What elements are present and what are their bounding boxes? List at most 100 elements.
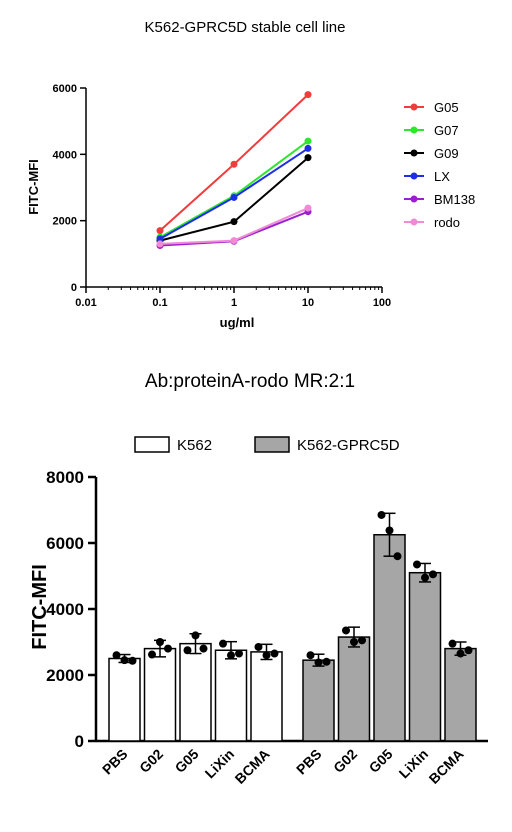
- bar-chart: Ab:proteinA-rodo MR:2:1 K562 K562-GPRC5D …: [29, 371, 488, 787]
- chart1-x-tick-label: 1: [231, 297, 237, 309]
- bar: [302, 659, 335, 742]
- bar: [408, 571, 442, 742]
- chart2-x-tick-label: G02: [136, 746, 166, 776]
- replicate-point: [199, 644, 208, 653]
- replicate-point: [456, 649, 465, 658]
- chart2-y-tick-label: 0: [75, 732, 84, 751]
- data-point: [230, 160, 238, 168]
- chart2-x-tick-label: PBS: [293, 746, 325, 778]
- replicate-point: [429, 570, 437, 579]
- data-point: [304, 204, 312, 212]
- chart2-x-tick-label: G05: [172, 746, 202, 776]
- replicate-point: [235, 649, 243, 658]
- legend-label: G09: [434, 146, 459, 161]
- chart2-x-tick-label: G05: [366, 746, 396, 776]
- chart2-y-tick-label: 4000: [46, 600, 84, 619]
- chart1-y-tick-label: 4000: [53, 149, 77, 161]
- chart1-y-tick-label: 0: [71, 282, 77, 294]
- legend-label: K562: [177, 437, 212, 454]
- replicate-point: [350, 638, 358, 646]
- chart1-x-axis-label: ug/ml: [220, 315, 255, 330]
- legend-swatch-marker: [410, 172, 418, 180]
- replicate-point: [148, 650, 156, 659]
- replicate-point: [156, 638, 164, 646]
- data-point: [230, 193, 238, 201]
- data-point: [304, 154, 312, 162]
- legend-swatch-marker: [410, 126, 418, 134]
- bar: [250, 651, 283, 742]
- bar: [444, 647, 477, 742]
- chart1-x-tick-label: 100: [373, 297, 391, 309]
- data-point: [230, 237, 238, 245]
- legend-swatch-marker: [410, 103, 418, 111]
- chart1-series-group: [156, 91, 312, 250]
- chart2-bars-group: [108, 510, 477, 742]
- chart1-legend: G05 G07 G09 LX BM138 rodo: [404, 100, 475, 230]
- data-point: [304, 144, 312, 152]
- chart1-title: K562-GPRC5D stable cell line: [145, 19, 346, 36]
- chart1-x-tick-label: 0.01: [75, 297, 96, 309]
- replicate-point: [112, 651, 121, 660]
- chart2-y-tick-label: 2000: [46, 666, 84, 685]
- replicate-point: [128, 656, 137, 665]
- bar: [214, 649, 248, 742]
- chart2-legend: K562 K562-GPRC5D: [134, 436, 400, 454]
- chart2-x-tick-label: BCMA: [426, 746, 467, 787]
- replicate-point: [322, 657, 331, 666]
- legend-label: BM138: [434, 192, 475, 207]
- replicate-point: [421, 573, 429, 582]
- chart2-y-tick-label: 6000: [46, 534, 84, 553]
- chart2-x-tick-label: BCMA: [232, 746, 273, 787]
- replicate-point: [464, 646, 473, 655]
- replicate-point: [314, 658, 323, 667]
- legend-label: LX: [434, 169, 450, 184]
- data-point: [156, 240, 164, 248]
- replicate-point: [270, 649, 279, 658]
- replicate-point: [358, 636, 366, 645]
- replicate-point: [262, 651, 271, 660]
- chart1-x-tick-label: 0.1: [152, 297, 167, 309]
- bar: [143, 647, 177, 742]
- line-chart: K562-GPRC5D stable cell line 0 2000 4000 60…: [26, 19, 475, 330]
- bar: [179, 642, 212, 742]
- legend-swatch-marker: [410, 218, 418, 226]
- replicate-point: [393, 552, 402, 561]
- chart2-x-tick-label: PBS: [99, 746, 131, 778]
- data-point: [156, 235, 164, 243]
- chart2-y-axis-label: FITC-MFI: [29, 564, 51, 650]
- replicate-point: [448, 639, 457, 648]
- replicate-point: [227, 651, 235, 660]
- replicate-point: [254, 642, 263, 651]
- legend-swatch: [254, 436, 290, 453]
- chart1-x-tick-label: 10: [302, 297, 314, 309]
- bar: [373, 534, 406, 742]
- legend-label: G05: [434, 100, 459, 115]
- chart1-y-axis-label: FITC-MFI: [26, 159, 41, 215]
- chart2-x-tick-label: G02: [330, 746, 360, 776]
- replicate-point: [183, 646, 192, 655]
- replicate-point: [385, 526, 394, 535]
- legend-swatch: [134, 436, 170, 453]
- replicate-point: [342, 626, 350, 635]
- data-point: [156, 227, 164, 235]
- legend-label: K562-GPRC5D: [297, 437, 400, 454]
- replicate-point: [413, 560, 421, 569]
- chart2-title: Ab:proteinA-rodo MR:2:1: [145, 371, 355, 392]
- replicate-point: [120, 656, 129, 665]
- chart1-y-tick-label: 6000: [53, 83, 77, 95]
- legend-swatch-marker: [410, 149, 418, 157]
- replicate-point: [306, 651, 315, 660]
- replicate-point: [191, 631, 200, 640]
- replicate-point: [164, 644, 172, 653]
- data-point: [230, 218, 238, 226]
- replicate-point: [377, 510, 386, 519]
- legend-label: G07: [434, 123, 459, 138]
- bar: [108, 657, 141, 742]
- bar: [337, 636, 371, 742]
- data-point: [304, 137, 312, 145]
- chart1-y-tick-label: 2000: [53, 216, 77, 228]
- chart1-axes: 0 2000 4000 6000 0.01 0.1 1 10 100: [53, 83, 392, 309]
- chart2-y-tick-label: 8000: [46, 468, 84, 487]
- legend-label: rodo: [434, 215, 460, 230]
- legend-swatch-marker: [410, 195, 418, 203]
